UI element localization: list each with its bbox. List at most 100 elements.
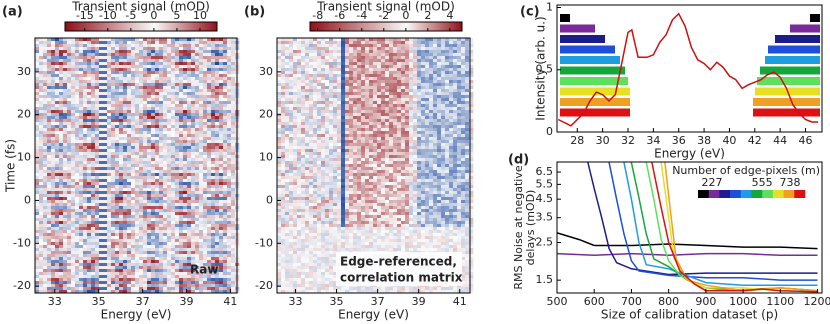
heatmap-cell [179, 98, 183, 101]
heatmap-cell [55, 77, 59, 80]
heatmap-cell [87, 209, 91, 212]
heatmap-cell [103, 278, 107, 281]
heatmap-cell [115, 185, 119, 188]
heatmap-cell [143, 284, 147, 287]
heatmap-cell [43, 53, 47, 56]
heatmap-cell [35, 263, 39, 266]
heatmap-cell [179, 125, 183, 128]
heatmap-cell [135, 110, 139, 113]
heatmap-cell [67, 143, 71, 146]
heatmap-cell [75, 161, 79, 164]
heatmap-cell [63, 230, 67, 233]
heatmap-cell [215, 164, 219, 167]
heatmap-cell [211, 158, 215, 161]
heatmap-cell [175, 125, 179, 128]
heatmap-cell [51, 146, 55, 149]
heatmap-cell [35, 47, 39, 50]
heatmap-cell [223, 89, 227, 92]
heatmap-cell [191, 254, 195, 257]
heatmap-cell [155, 113, 159, 116]
heatmap-cell [337, 47, 341, 50]
heatmap-cell [91, 56, 95, 59]
heatmap-cell [187, 224, 191, 227]
heatmap-cell [143, 272, 147, 275]
heatmap-cell [39, 272, 43, 275]
heatmap-cell [59, 185, 63, 188]
heatmap-cell [441, 56, 445, 59]
heatmap-cell [207, 287, 211, 290]
heatmap-cell [159, 62, 163, 65]
heatmap-cell [195, 140, 199, 143]
heatmap-cell [159, 116, 163, 119]
heatmap-cell [321, 53, 325, 56]
heatmap-cell [111, 284, 115, 287]
heatmap-cell [199, 95, 203, 98]
heatmap-cell [281, 62, 285, 65]
heatmap-cell [67, 212, 71, 215]
heatmap-cell [433, 56, 437, 59]
heatmap-cell [167, 170, 171, 173]
heatmap-cell [39, 233, 43, 236]
heatmap-cell [91, 278, 95, 281]
heatmap-cell [179, 284, 183, 287]
heatmap-cell [211, 77, 215, 80]
heatmap-cell [47, 227, 51, 230]
heatmap-cell [159, 128, 163, 131]
heatmap-cell [103, 182, 107, 185]
heatmap-cell [115, 155, 119, 158]
heatmap-cell [163, 122, 167, 125]
heatmap-cell [79, 41, 83, 44]
heatmap-cell [43, 161, 47, 164]
heatmap-cell [187, 155, 191, 158]
heatmap-cell [63, 131, 67, 134]
heatmap-cell [67, 179, 71, 182]
heatmap-cell [91, 74, 95, 77]
heatmap-cell [437, 53, 441, 56]
heatmap-cell [151, 41, 155, 44]
heatmap-cell [91, 143, 95, 146]
heatmap-cell [223, 152, 227, 155]
heatmap-cell [87, 287, 91, 290]
heatmap-cell [131, 230, 135, 233]
heatmap-cell [231, 68, 235, 71]
heatmap-cell [171, 200, 175, 203]
heatmap-cell [107, 242, 111, 245]
heatmap-cell [227, 269, 231, 272]
heatmap-cell [79, 275, 83, 278]
heatmap-cell [203, 101, 207, 104]
heatmap-cell [215, 227, 219, 230]
heatmap-cell [171, 287, 175, 290]
heatmap-cell [119, 62, 123, 65]
heatmap-cell [207, 101, 211, 104]
heatmap-cell [71, 209, 75, 212]
heatmap-cell [163, 230, 167, 233]
heatmap-cell [179, 281, 183, 284]
heatmap-cell [115, 77, 119, 80]
heatmap-cell [111, 191, 115, 194]
heatmap-cell [95, 101, 99, 104]
heatmap-cell [163, 275, 167, 278]
heatmap-cell [67, 167, 71, 170]
heatmap-cell [191, 137, 195, 140]
heatmap-cell [135, 230, 139, 233]
heatmap-cell [127, 257, 131, 260]
heatmap-cell [147, 62, 151, 65]
heatmap-cell [159, 182, 163, 185]
heatmap-cell [219, 140, 223, 143]
heatmap-cell [67, 176, 71, 179]
heatmap-cell [87, 182, 91, 185]
heatmap-cell [223, 104, 227, 107]
heatmap-cell [79, 65, 83, 68]
heatmap-cell [227, 185, 231, 188]
heatmap-cell [179, 224, 183, 227]
heatmap-cell [183, 74, 187, 77]
heatmap-cell [219, 95, 223, 98]
heatmap-cell [135, 179, 139, 182]
heatmap-cell [285, 53, 289, 56]
heatmap-cell [445, 44, 449, 47]
heatmap-cell [83, 86, 87, 89]
heatmap-cell [199, 113, 203, 116]
heatmap-cell [227, 248, 231, 251]
heatmap-cell [223, 239, 227, 242]
heatmap-cell [151, 272, 155, 275]
